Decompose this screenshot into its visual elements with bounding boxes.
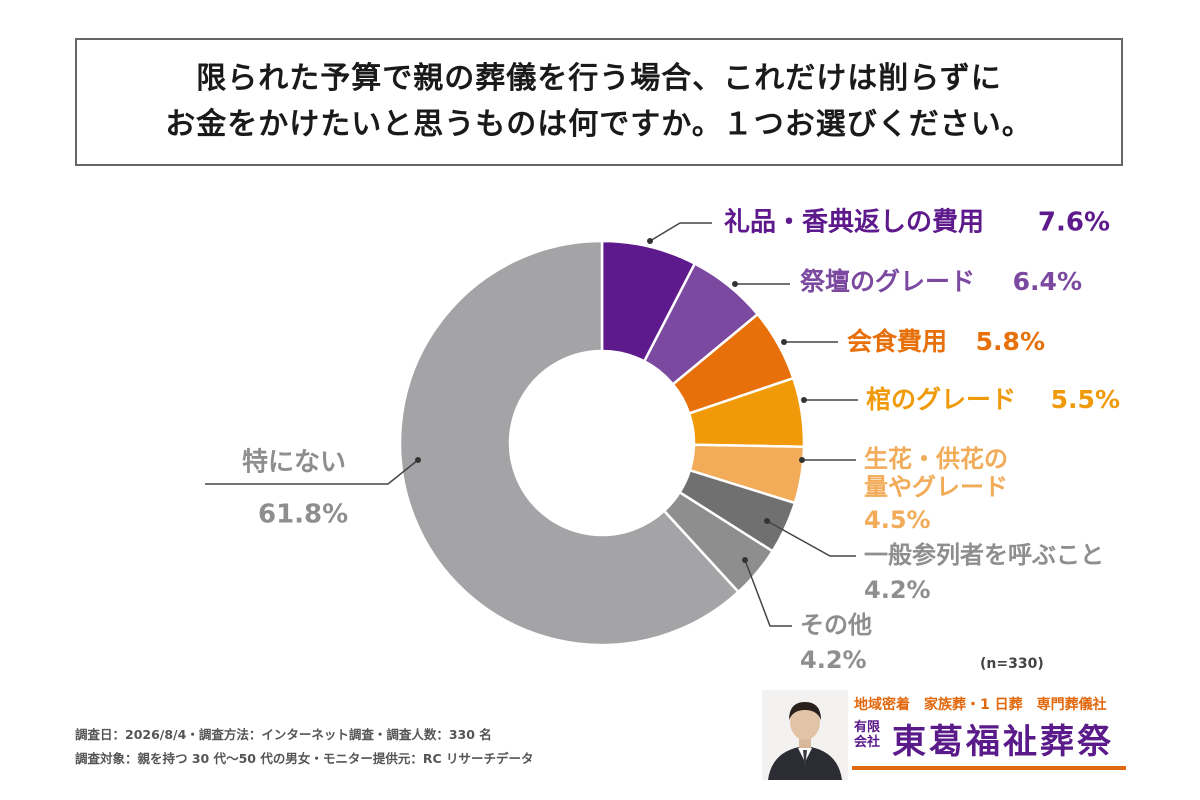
leader-dot-2 <box>732 281 738 287</box>
slice-label-4: 棺のグレード <box>866 385 1016 414</box>
leader-line-6 <box>766 520 856 557</box>
donut-slice-8 <box>398 239 741 647</box>
company-underline <box>852 766 1126 770</box>
company-type-line-2: 会社 <box>854 735 881 750</box>
staff-portrait-icon <box>762 690 848 780</box>
slice-value-5: 4.5% <box>864 506 931 534</box>
question-title-box: 限られた予算で親の葬儀を行う場合、これだけは削らずに お金をかけたいと思うものは… <box>75 38 1123 166</box>
leader-dot-4 <box>801 397 807 403</box>
leader-dot-8 <box>415 457 421 463</box>
slice-value-7: 4.2% <box>800 646 867 674</box>
slice-label-1: 礼品・香典返しの費用 <box>724 207 984 238</box>
company-name: 東葛福祉葬祭 <box>892 722 1114 762</box>
leader-line-8 <box>205 459 419 485</box>
question-title-line-2: お金をかけたいと思うものは何ですか。１つお選びください。 <box>165 107 1033 142</box>
slice-value-4: 5.5% <box>1051 385 1120 414</box>
company-banner: 地域密着 家族葬・1 日葬 専門葬儀社 有限 会社 東葛福祉葬祭 <box>762 690 1126 780</box>
slice-value-2: 6.4% <box>1013 267 1082 296</box>
slice-value-6: 4.2% <box>864 576 931 604</box>
slice-label-8: 特にない <box>242 447 346 478</box>
slice-value-8: 61.8% <box>258 500 348 530</box>
sample-size-label: (n=330) <box>980 656 1044 672</box>
slice-label-3: 会食費用 <box>847 327 947 356</box>
question-title-line-1: 限られた予算で親の葬儀を行う場合、これだけは削らずに <box>196 61 1002 96</box>
slice-label-5-line-1: 生花・供花の <box>864 445 1008 473</box>
slice-value-3: 5.8% <box>976 327 1045 356</box>
survey-footnote-1: 調査日：2026/8/4・調査方法：インターネット調査・調査人数：330 名 <box>75 727 492 742</box>
company-type-line-1: 有限 <box>854 720 881 735</box>
leader-dot-7 <box>742 557 748 563</box>
slice-label-6: 一般参列者を呼ぶこと <box>864 541 1104 569</box>
slice-label-2: 祭壇のグレード <box>800 267 975 296</box>
company-tagline: 地域密着 家族葬・1 日葬 専門葬儀社 <box>854 697 1107 713</box>
leader-dot-6 <box>764 518 770 524</box>
leader-dot-5 <box>799 457 805 463</box>
slice-label-7: その他 <box>800 611 872 639</box>
survey-footnote-2: 調査対象：親を持つ 30 代〜50 代の男女・モニター提供元：RC リサーチデー… <box>75 751 534 766</box>
leader-line-1 <box>649 222 712 242</box>
company-type: 有限 会社 <box>854 720 880 750</box>
leader-dot-1 <box>647 238 653 244</box>
leader-dot-3 <box>781 339 787 345</box>
slice-value-1: 7.6% <box>1038 208 1110 238</box>
leader-line-7 <box>744 559 792 627</box>
slice-label-5-line-2: 量やグレード <box>864 473 1008 501</box>
